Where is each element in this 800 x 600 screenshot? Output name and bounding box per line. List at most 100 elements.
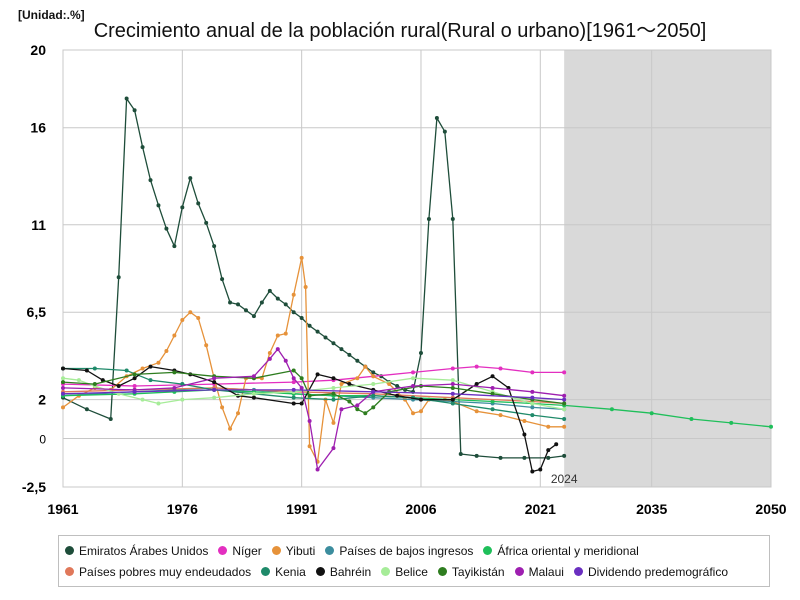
legend-swatch xyxy=(483,546,493,555)
data-point xyxy=(275,296,280,301)
legend-label: Dividendo predemográfico xyxy=(587,564,729,579)
data-point xyxy=(562,417,567,422)
data-point xyxy=(212,395,217,400)
data-point xyxy=(267,350,272,355)
data-point xyxy=(474,382,479,387)
legend-item: Dividendo predemográfico xyxy=(573,561,729,582)
data-point xyxy=(450,366,455,371)
data-point xyxy=(395,384,400,389)
data-point xyxy=(156,401,161,406)
legend-swatch xyxy=(325,546,335,555)
data-point xyxy=(411,411,416,416)
data-point xyxy=(236,302,241,307)
data-point xyxy=(689,417,694,422)
legend-swatch xyxy=(573,567,583,576)
legend-item: Emiratos Árabes Unidos xyxy=(65,540,208,561)
data-point xyxy=(148,364,153,369)
data-point xyxy=(363,364,368,369)
legend-swatch xyxy=(65,567,74,576)
x-tick-label: 1991 xyxy=(286,501,317,517)
data-point xyxy=(355,358,360,363)
data-point xyxy=(411,370,416,375)
data-point xyxy=(450,401,455,406)
data-point xyxy=(347,352,352,357)
data-point xyxy=(331,385,336,390)
data-point xyxy=(84,407,89,412)
data-point xyxy=(204,343,209,348)
data-point xyxy=(84,368,89,373)
y-tick-label: 2 xyxy=(38,392,46,408)
data-point xyxy=(355,407,360,412)
data-point xyxy=(76,378,81,383)
data-point xyxy=(546,455,551,460)
data-point xyxy=(474,453,479,458)
legend-swatch xyxy=(315,567,325,576)
data-point xyxy=(562,424,567,429)
data-point xyxy=(156,360,161,365)
legend-swatch xyxy=(261,567,271,576)
data-point xyxy=(180,317,185,322)
data-point xyxy=(530,469,535,474)
series-2 xyxy=(61,364,567,389)
legend: Emiratos Árabes Unidos Níger Yibuti Países … xyxy=(58,535,770,587)
series-line xyxy=(62,365,565,387)
data-point xyxy=(116,384,121,389)
data-point xyxy=(140,366,145,371)
x-tick-label: 2006 xyxy=(405,501,436,517)
data-point xyxy=(291,376,296,381)
data-point xyxy=(450,397,455,402)
x-tick-label: 1961 xyxy=(47,501,78,517)
legend-item: Tayikistán xyxy=(437,561,505,582)
data-point xyxy=(315,467,320,472)
legend-item: Malaui xyxy=(514,561,564,582)
series-line xyxy=(62,389,565,401)
data-point xyxy=(498,455,503,460)
data-point xyxy=(267,288,272,293)
data-point xyxy=(275,333,280,338)
data-point xyxy=(228,300,233,305)
data-point xyxy=(212,376,217,381)
data-point xyxy=(418,397,423,402)
data-point xyxy=(538,467,543,472)
data-point xyxy=(283,331,288,336)
data-point xyxy=(426,216,431,221)
legend-label: Belice xyxy=(395,564,428,579)
data-point xyxy=(331,391,336,396)
data-point xyxy=(562,453,567,458)
data-point xyxy=(204,220,209,225)
data-point xyxy=(554,442,559,447)
x-tick-label: 2021 xyxy=(525,501,556,517)
legend-item: Países de bajos ingresos xyxy=(325,540,473,561)
legend-item: Países pobres muy endeudados xyxy=(65,561,251,582)
data-point xyxy=(339,407,344,412)
data-point xyxy=(490,407,495,412)
data-point xyxy=(418,350,423,355)
data-point xyxy=(307,444,312,449)
data-point xyxy=(562,397,567,402)
data-point xyxy=(196,316,201,321)
data-point xyxy=(331,397,336,402)
data-point xyxy=(490,385,495,390)
legend-label: Tayikistán xyxy=(451,564,505,579)
data-point xyxy=(347,382,352,387)
data-point xyxy=(562,393,567,398)
data-point xyxy=(522,432,527,437)
data-point xyxy=(371,393,376,398)
data-point xyxy=(490,374,495,379)
data-point xyxy=(172,333,177,338)
data-point xyxy=(562,370,567,375)
data-point xyxy=(164,226,169,231)
data-point xyxy=(172,244,177,249)
data-point xyxy=(275,347,280,352)
projection-band xyxy=(564,50,771,487)
data-point xyxy=(498,413,503,418)
legend-label: Malaui xyxy=(528,564,564,579)
data-point xyxy=(299,385,304,390)
series-line xyxy=(62,257,565,463)
data-point xyxy=(530,389,535,394)
data-point xyxy=(474,364,479,369)
data-point xyxy=(291,292,296,297)
data-point xyxy=(291,310,296,315)
data-point xyxy=(339,347,344,352)
legend-label: Bahréin xyxy=(329,564,372,579)
